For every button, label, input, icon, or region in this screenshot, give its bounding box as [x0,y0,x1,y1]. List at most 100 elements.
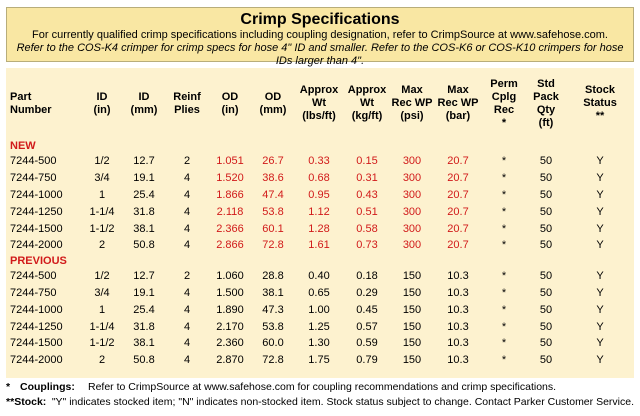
column-header-text: Plies [174,103,200,116]
table-cell: 1.500 [216,286,244,299]
footnote-text: "Y" indicates stocked item; "N" indicate… [51,396,634,408]
table-cell: * [501,172,507,185]
table-cell: 150 [402,270,422,283]
table-cell: * [501,354,507,367]
column-header-text: (ft) [538,116,554,129]
table-cell: Y [596,239,604,252]
table-cell: 2 [183,155,191,168]
column-header-text: Wt [359,97,375,109]
part-number-cell: 7244-1500 [10,222,63,235]
table-cell: 20.7 [447,188,469,201]
table-cell: 4 [183,222,191,235]
table-cell: 50 [539,337,553,350]
table-cell: 25.4 [133,188,155,201]
table-row: 7244-750 3/4 19.1 4 1.520 38.6 0.68 0.31 300 20.7… [6,170,634,187]
footnote: * Couplings: Refer to CrimpSource at www.s… [6,380,634,395]
table-cell: * [501,270,507,283]
table-cell: 0.57 [356,320,378,333]
spec-table: Part Number ID (in) ID (mm) Reinf Plies OD (in) OD… [6,68,634,369]
column-header: Stock Status ** [566,68,634,139]
column-header-text: (in) [221,103,239,116]
table-cell: 0.18 [356,270,378,283]
column-header-text: Perm [490,77,518,90]
table-cell: 26.7 [262,155,284,168]
footnote-key: Couplings: [20,381,75,393]
column-header: Perm Cplg Rec * [482,68,526,139]
column-header: Std Pack Qty (ft) [526,68,566,139]
table-cell: 1 [98,303,106,316]
table-cell: 38.6 [262,172,284,185]
table-cell: 3/4 [94,172,110,185]
part-number-cell: 7244-2000 [10,354,63,367]
table-cell: 20.7 [447,155,469,168]
table-cell: 0.59 [356,337,378,350]
table-cell: 300 [402,205,422,218]
table-cell: 2.366 [216,222,244,235]
column-header-text: Number [10,103,52,116]
table-cell: Y [596,222,604,235]
table-cell: 50 [539,155,553,168]
table-cell: 53.8 [262,205,284,218]
table-cell: 28.8 [262,270,284,283]
table-row: 7244-2000 2 50.8 4 2.870 72.8 1.75 0.79 150 10.3 *… [6,352,634,369]
table-row: 7244-2000 2 50.8 4 2.866 72.8 1.61 0.73 300 20.7 *… [6,237,634,254]
column-header-text: Cplg [491,90,517,103]
table-cell: 1/2 [94,155,110,168]
group-label: NEW [10,140,36,152]
column-header: Max Rec WP (bar) [434,68,482,139]
column-header-text: * [501,116,507,129]
table-cell: 1.61 [308,239,330,252]
table-cell: 1.12 [308,205,330,218]
table-cell: 0.33 [308,155,330,168]
table-cell: 53.8 [262,320,284,333]
table-cell: * [501,205,507,218]
table-cell: Y [596,337,604,350]
column-header: ID (in) [82,68,122,139]
table-cell: 1.060 [216,270,244,283]
table-cell: 1.75 [308,354,330,367]
table-cell: Y [596,270,604,283]
table-cell: 10.3 [447,320,469,333]
column-header-text: Rec WP [437,97,479,109]
footnote: ** Stock: "Y" indicates stocked item; "N" … [6,395,634,410]
table-cell: 1.25 [308,320,330,333]
table-cell: 0.40 [308,270,330,283]
table-cell: 4 [183,188,191,201]
footnote-text: Refer to CrimpSource at www.safehose.com… [88,381,557,393]
table-cell: 31.8 [133,320,155,333]
table-cell: 1-1/4 [89,320,115,333]
table-cell: 300 [402,155,422,168]
table-cell: 38.1 [133,337,155,350]
table-cell: 2.170 [216,320,244,333]
column-header-text: Approx [299,84,339,96]
table-header-row: Part Number ID (in) ID (mm) Reinf Plies OD (in) OD… [6,68,634,139]
table-cell: Y [596,172,604,185]
table-row: 7244-1500 1-1/2 38.1 4 2.360 60.0 1.30 0.59 150 1… [6,335,634,352]
table-cell: Y [596,155,604,168]
table-cell: 300 [402,239,422,252]
table-cell: 3/4 [94,286,110,299]
footnote-mark: ** [6,396,15,408]
column-header-text: (lbs/ft) [302,110,336,122]
table-row: 7244-750 3/4 19.1 4 1.500 38.1 0.65 0.29 150 10.3… [6,285,634,302]
table-cell: 1.28 [308,222,330,235]
table-cell: 0.79 [356,354,378,367]
column-header-text: Part [10,90,32,103]
table-cell: 72.8 [262,239,284,252]
table-body: NEW 7244-500 1/2 12.7 2 1.051 26.7 0.33 0.15 300 2… [6,139,634,369]
table-cell: 60.0 [262,337,284,350]
table-cell: 20.7 [447,222,469,235]
table-cell: 4 [183,303,191,316]
column-header-text: (in) [93,103,111,116]
table-cell: 20.7 [447,172,469,185]
table-cell: 1.866 [216,188,244,201]
table-row: 7244-1000 1 25.4 4 1.866 47.4 0.95 0.43 300 20.7 *… [6,187,634,204]
table-cell: 47.3 [262,303,284,316]
group-header-row: NEW [6,139,634,153]
table-cell: * [501,337,507,350]
table-cell: * [501,222,507,235]
column-header-text: (mm) [130,103,158,116]
table-cell: Y [596,320,604,333]
table-cell: 50 [539,188,553,201]
